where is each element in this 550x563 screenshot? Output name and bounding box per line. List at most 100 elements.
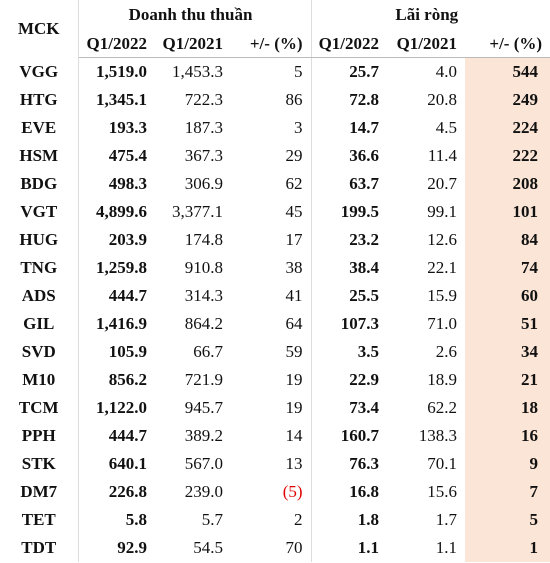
cell: 1.8 [357, 510, 380, 529]
cell: 71.0 [427, 314, 458, 333]
cell: 1,122.0 [96, 398, 147, 417]
cell: 945.7 [184, 398, 223, 417]
cell: 34 [465, 338, 550, 366]
table-row: TET 5.8 5.7 2 1.8 1.7 5 [0, 506, 550, 534]
cell: 70.1 [427, 454, 458, 473]
cell: 174.8 [184, 230, 223, 249]
cell: 226.8 [108, 482, 147, 501]
cell: 16.8 [349, 482, 380, 501]
column-header: +/- (%) [465, 30, 550, 58]
ticker: VGT [0, 198, 79, 226]
cell: 1,345.1 [96, 90, 147, 109]
cell: 1.1 [357, 538, 380, 557]
ticker: TCM [0, 394, 79, 422]
cell: 4,899.6 [96, 202, 147, 221]
ticker: STK [0, 450, 79, 478]
ticker: HUG [0, 226, 79, 254]
cell: 544 [465, 57, 550, 86]
ticker: ADS [0, 282, 79, 310]
group-header: Doanh thu thuần [78, 0, 312, 30]
cell: 5 [465, 506, 550, 534]
table-row: M10 856.2 721.9 19 22.9 18.9 21 [0, 366, 550, 394]
cell: 5.7 [201, 510, 223, 529]
column-header: Q1/2021 [387, 30, 466, 58]
column-header: Q1/2022 [78, 30, 155, 58]
cell: 15.9 [427, 286, 458, 305]
cell: 41 [231, 282, 312, 310]
cell: 29 [231, 142, 312, 170]
table-row: HUG 203.9 174.8 17 23.2 12.6 84 [0, 226, 550, 254]
cell: 4.5 [435, 118, 458, 137]
cell: 3 [231, 114, 312, 142]
cell: 107.3 [340, 314, 380, 333]
ticker: PPH [0, 422, 79, 450]
cell: 62.2 [427, 398, 458, 417]
ticker: HSM [0, 142, 79, 170]
table-row: EVE 193.3 187.3 3 14.7 4.5 224 [0, 114, 550, 142]
cell: 45 [231, 198, 312, 226]
cell: 59 [231, 338, 312, 366]
cell: 64 [231, 310, 312, 338]
table-row: HTG 1,345.1 722.3 86 72.8 20.8 249 [0, 86, 550, 114]
ticker: EVE [0, 114, 79, 142]
cell: 7 [465, 478, 550, 506]
cell: 36.6 [349, 146, 380, 165]
cell: 444.7 [108, 286, 147, 305]
cell: 63.7 [349, 174, 380, 193]
cell: 86 [231, 86, 312, 114]
cell: 640.1 [108, 454, 147, 473]
cell: 23.2 [349, 230, 380, 249]
cell: 16 [465, 422, 550, 450]
cell: 721.9 [184, 370, 223, 389]
table-row: STK 640.1 567.0 13 76.3 70.1 9 [0, 450, 550, 478]
cell: 193.3 [108, 118, 147, 137]
cell: 54.5 [193, 538, 223, 557]
cell: 12.6 [427, 230, 458, 249]
cell: 20.8 [427, 90, 458, 109]
cell: 498.3 [108, 174, 147, 193]
table-row: TNG 1,259.8 910.8 38 38.4 22.1 74 [0, 254, 550, 282]
cell: 25.7 [349, 62, 380, 81]
table-row: VGT 4,899.6 3,377.1 45 199.5 99.1 101 [0, 198, 550, 226]
column-header: Q1/2022 [311, 30, 388, 58]
cell: 92.9 [117, 538, 147, 557]
cell: 72.8 [349, 90, 380, 109]
cell: 19 [231, 394, 312, 422]
cell: 306.9 [184, 174, 223, 193]
cell: 2.6 [435, 342, 458, 361]
cell: 84 [465, 226, 550, 254]
cell: 5 [231, 57, 312, 86]
table-row: TDT 92.9 54.5 70 1.1 1.1 1 [0, 534, 550, 562]
cell: 187.3 [184, 118, 223, 137]
cell: 73.4 [349, 398, 380, 417]
cell: 138.3 [418, 426, 458, 445]
cell: 722.3 [184, 90, 223, 109]
cell: 199.5 [340, 202, 380, 221]
cell: 475.4 [108, 146, 147, 165]
cell: 66.7 [193, 342, 223, 361]
table-row: TCM 1,122.0 945.7 19 73.4 62.2 18 [0, 394, 550, 422]
table-row: HSM 475.4 367.3 29 36.6 11.4 222 [0, 142, 550, 170]
cell: 222 [465, 142, 550, 170]
cell: 1 [465, 534, 550, 562]
ticker: TDT [0, 534, 79, 562]
cell: 105.9 [108, 342, 147, 361]
ticker: VGG [0, 57, 79, 86]
cell: 160.7 [340, 426, 380, 445]
cell: 14 [231, 422, 312, 450]
cell: 70 [231, 534, 312, 562]
cell: 864.2 [184, 314, 223, 333]
cell: 25.5 [349, 286, 380, 305]
cell: 1.7 [435, 510, 458, 529]
column-header: +/- (%) [231, 30, 312, 58]
table-row: PPH 444.7 389.2 14 160.7 138.3 16 [0, 422, 550, 450]
cell: 1.1 [435, 538, 458, 557]
cell: 60 [465, 282, 550, 310]
cell: 22.1 [427, 258, 458, 277]
cell: 99.1 [427, 202, 458, 221]
cell: 9 [465, 450, 550, 478]
cell: 5.8 [125, 510, 147, 529]
cell: 249 [465, 86, 550, 114]
